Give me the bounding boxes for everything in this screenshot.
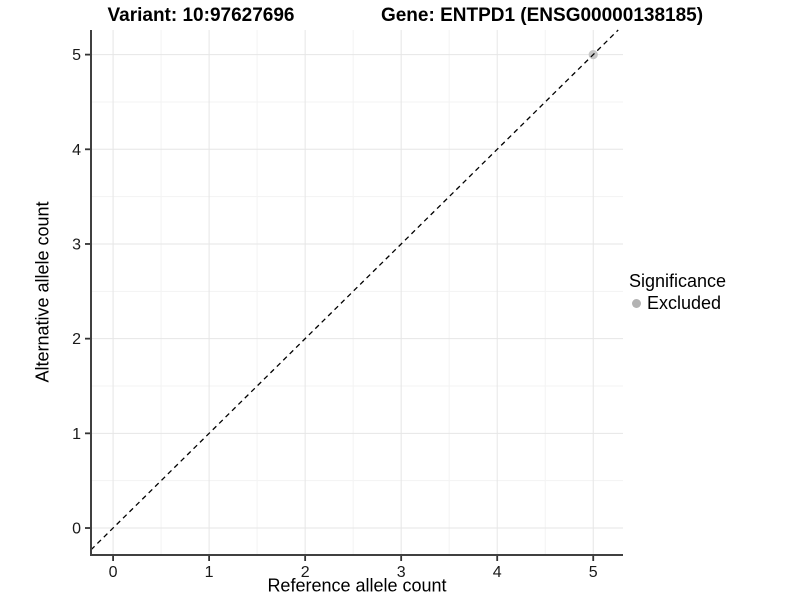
legend: Significance Excluded [629, 271, 726, 313]
y-tick-label: 2 [72, 331, 81, 348]
plot-title-variant: Variant: 10:97627696 [107, 5, 295, 26]
identity-line [90, 29, 619, 551]
plot-title-gene: Gene: ENTPD1 (ENSG00000138185) [380, 5, 704, 26]
x-axis-title: Reference allele count [267, 575, 447, 596]
y-axis-title: Alternative allele count [32, 201, 53, 383]
y-tick-label: 1 [72, 426, 81, 443]
y-tick-label: 4 [72, 142, 81, 159]
x-tick-label: 0 [109, 564, 118, 581]
legend-title: Significance [629, 271, 727, 291]
x-tick-label: 2 [301, 564, 310, 581]
legend-point-icon [632, 298, 641, 308]
legend-item-label: Excluded [647, 293, 722, 313]
x-tick-label: 5 [589, 564, 598, 581]
y-tick-label: 3 [72, 236, 81, 253]
y-tick-label: 5 [72, 47, 81, 64]
y-tick-label: 0 [72, 521, 81, 538]
legend-item: Excluded [632, 293, 726, 313]
x-tick-label: 4 [493, 564, 502, 581]
legend-items: Excluded [629, 293, 726, 313]
x-tick-label: 3 [397, 564, 406, 581]
x-tick-label: 1 [205, 564, 214, 581]
